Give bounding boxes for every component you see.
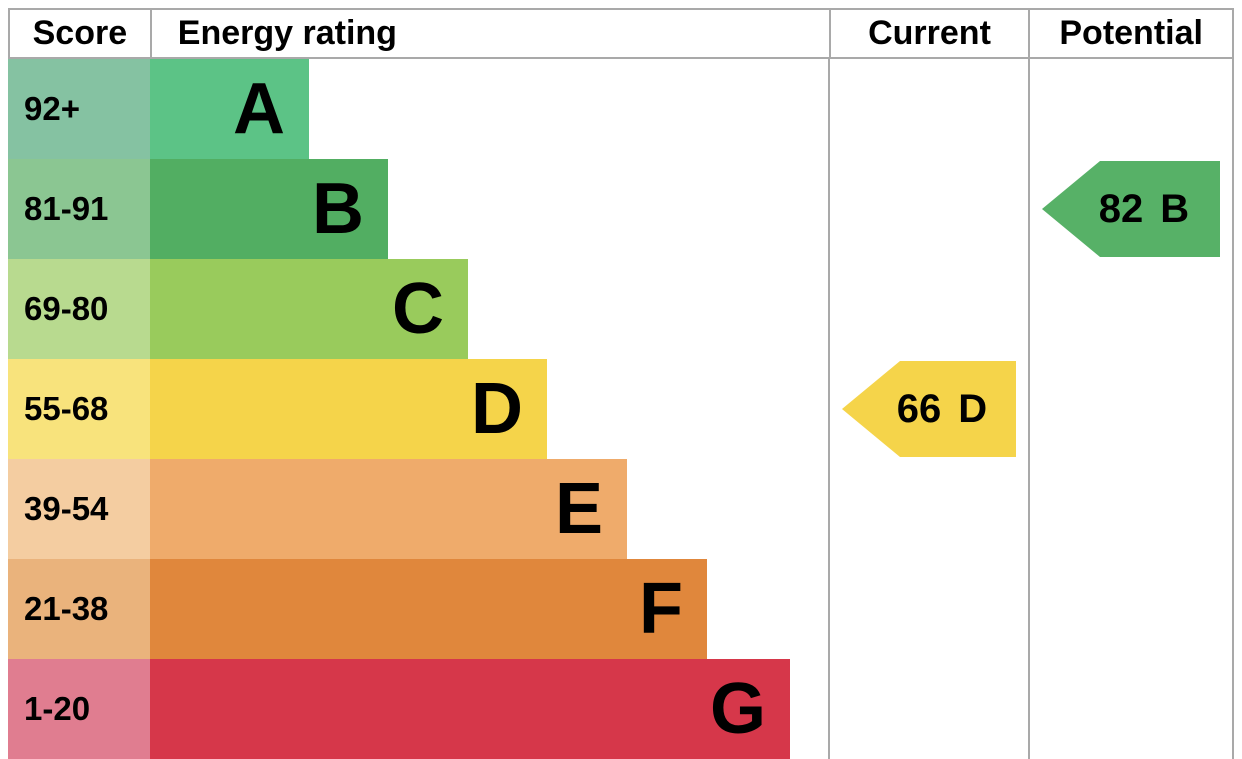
band-bar-track: A (150, 59, 828, 159)
band-score-range: 69-80 (8, 259, 150, 359)
band-bar-b: B (150, 159, 388, 259)
band-bar-f: F (150, 559, 707, 659)
band-score-range: 55-68 (8, 359, 150, 459)
current-cell (828, 659, 1028, 759)
current-rating-band: D (958, 386, 988, 431)
potential-cell (1028, 59, 1234, 159)
band-bar-g: G (150, 659, 790, 759)
potential-rating-value: 82 (1098, 186, 1144, 231)
potential-cell (1028, 459, 1234, 559)
current-cell (828, 259, 1028, 359)
current-cell: 66 D (828, 359, 1028, 459)
band-letter: F (639, 569, 683, 649)
potential-cell (1028, 359, 1234, 459)
chart-header-row: Score Energy rating Current Potential (8, 10, 1234, 59)
epc-rating-chart: Score Energy rating Current Potential 92… (8, 8, 1234, 759)
potential-cell (1028, 559, 1234, 659)
band-letter: D (471, 369, 523, 449)
band-letter: A (233, 69, 285, 149)
band-bar-track: E (150, 459, 828, 559)
band-bar-track: F (150, 559, 828, 659)
band-bar-a: A (150, 59, 309, 159)
band-row-d: 55-68 D 66 D (8, 359, 1234, 459)
band-bar-c: C (150, 259, 468, 359)
band-row-f: 21-38 F (8, 559, 1234, 659)
potential-rating-band: B (1160, 186, 1190, 231)
band-letter: B (312, 169, 364, 249)
band-bar-track: C (150, 259, 828, 359)
band-score-range: 92+ (8, 59, 150, 159)
band-bar-d: D (150, 359, 547, 459)
band-letter: E (554, 469, 603, 549)
current-cell (828, 59, 1028, 159)
score-column-header: Score (10, 10, 152, 57)
band-score-range: 1-20 (8, 659, 150, 759)
current-cell (828, 559, 1028, 659)
band-score-range: 39-54 (8, 459, 150, 559)
band-rows: 92+ A 81-91 B 82 B 69-80 C 55-68 D 66 D 39-54 E 21-38 F… (8, 59, 1234, 759)
current-rating-value: 66 (896, 386, 942, 431)
current-cell (828, 459, 1028, 559)
current-cell (828, 159, 1028, 259)
potential-cell (1028, 259, 1234, 359)
band-letter: C (392, 269, 444, 349)
band-row-a: 92+ A (8, 59, 1234, 159)
band-bar-e: E (150, 459, 627, 559)
potential-cell: 82 B (1028, 159, 1234, 259)
band-row-c: 69-80 C (8, 259, 1234, 359)
potential-rating-arrow: 82 B (1042, 161, 1220, 257)
current-rating-arrow: 66 D (842, 361, 1016, 457)
band-row-e: 39-54 E (8, 459, 1234, 559)
band-row-b: 81-91 B 82 B (8, 159, 1234, 259)
potential-cell (1028, 659, 1234, 759)
band-score-range: 21-38 (8, 559, 150, 659)
band-letter: G (709, 669, 766, 749)
band-bar-track: B (150, 159, 828, 259)
band-bar-track: G (150, 659, 828, 759)
band-row-g: 1-20 G (8, 659, 1234, 759)
energy-rating-column-header: Energy rating (177, 14, 397, 52)
current-column-header: Current (828, 10, 1029, 57)
band-score-range: 81-91 (8, 159, 150, 259)
potential-column-header: Potential (1028, 10, 1234, 57)
band-bar-track: D (150, 359, 828, 459)
